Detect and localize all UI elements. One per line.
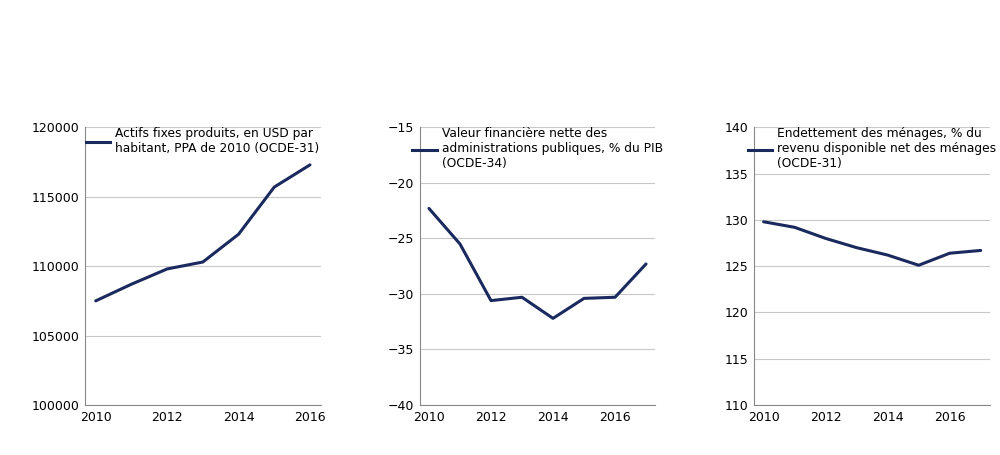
- Legend: Valeur financière nette des
administrations publiques, % du PIB
(OCDE-34): Valeur financière nette des administrati…: [412, 127, 663, 171]
- Legend: Endettement des ménages, % du
revenu disponible net des ménages
(OCDE-31): Endettement des ménages, % du revenu dis…: [748, 127, 996, 171]
- Legend: Actifs fixes produits, en USD par
habitant, PPA de 2010 (OCDE-31): Actifs fixes produits, en USD par habita…: [86, 127, 320, 156]
